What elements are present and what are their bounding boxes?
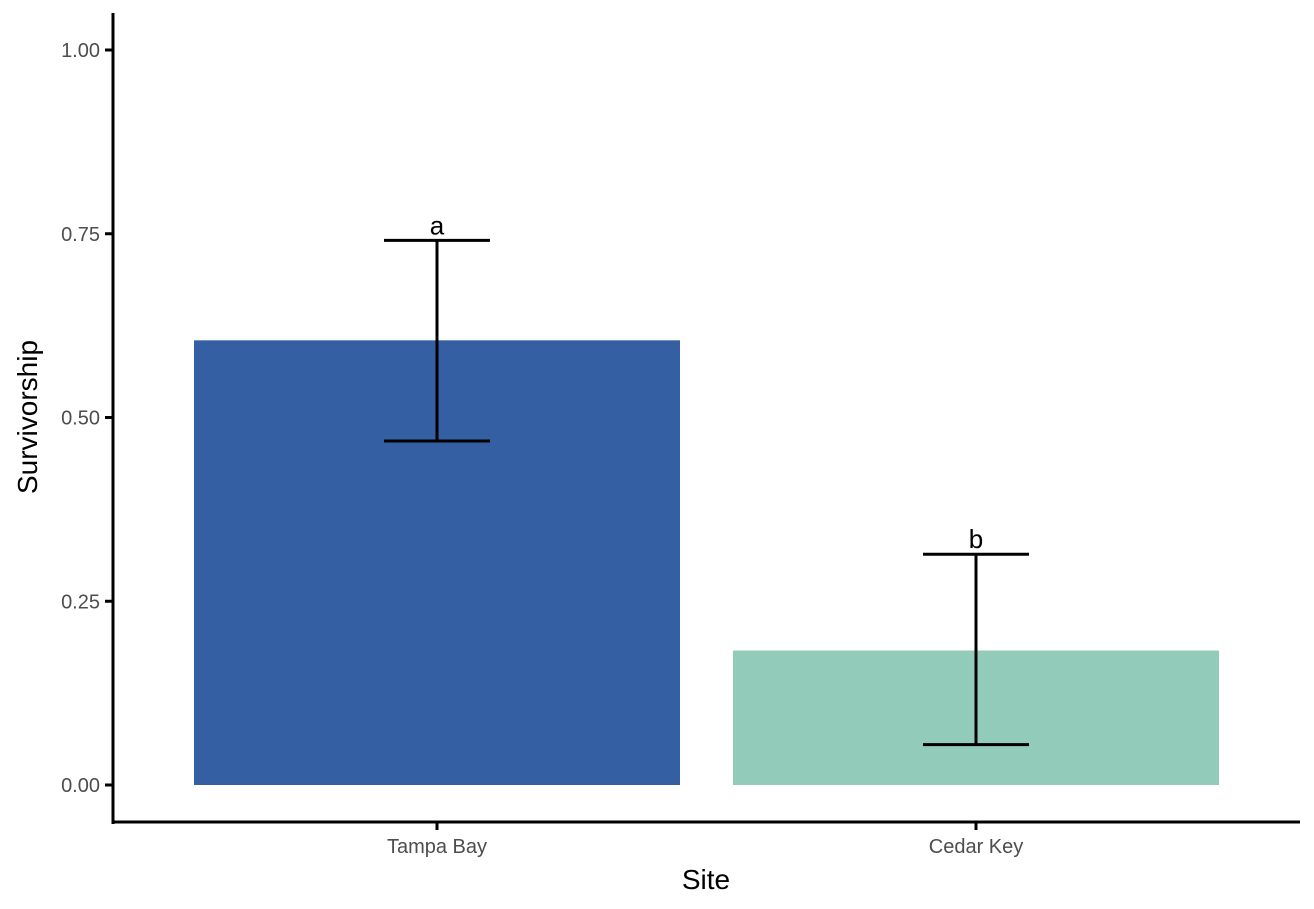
y-tick-label-2: 0.50 <box>61 408 100 430</box>
significance-label-1: b <box>969 524 983 554</box>
significance-labels-layer: ab <box>430 210 983 554</box>
y-tick-label-1: 0.25 <box>61 591 100 613</box>
x-tick-label-0: Tampa Bay <box>387 836 487 858</box>
significance-label-0: a <box>430 210 445 240</box>
bars-layer <box>194 340 1219 785</box>
y-axis-title: Survivorship <box>12 340 43 494</box>
x-axis-ticks: Tampa Bay Cedar Key <box>387 822 1023 858</box>
error-bars-layer <box>384 238 1029 747</box>
y-axis-ticks: 0.00 0.25 0.50 0.75 1.00 <box>61 40 113 797</box>
x-tick-label-1: Cedar Key <box>929 836 1024 858</box>
x-axis-title: Site <box>682 864 730 895</box>
y-tick-label-4: 1.00 <box>61 40 100 62</box>
y-tick-label-0: 0.00 <box>61 775 100 797</box>
y-tick-label-3: 0.75 <box>61 224 100 246</box>
